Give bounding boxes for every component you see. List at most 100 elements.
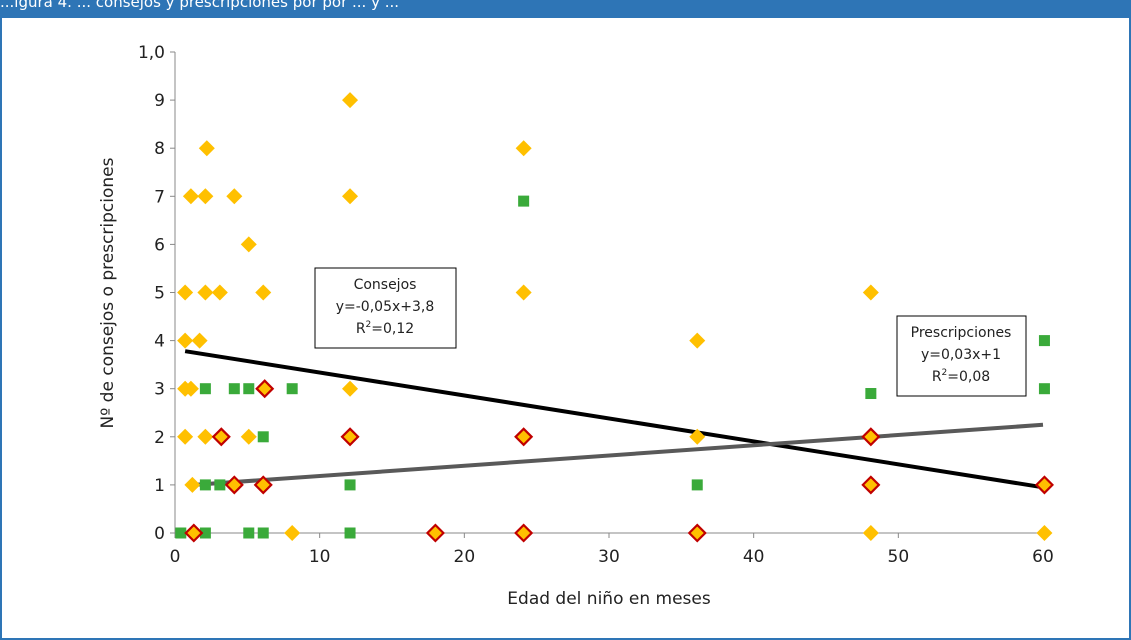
consejos-point: [515, 140, 532, 157]
combined-point: [255, 379, 275, 399]
prescripciones-annotation-box: Prescripciones y=0,03x+1 R2=0,08: [896, 315, 1027, 397]
consejos-point: [197, 428, 214, 445]
consejos-point: [240, 428, 257, 445]
prescripciones-point: [1038, 383, 1050, 395]
prescripciones-r2-sup: 2: [942, 368, 948, 378]
combined-point: [184, 523, 204, 543]
combined-point: [861, 475, 881, 495]
consejos-annotation-equation: y=-0,05x+3,8: [336, 299, 435, 315]
prescripciones-point: [199, 479, 211, 491]
prescripciones-point: [214, 479, 226, 491]
consejos-point: [255, 284, 272, 301]
prescripciones-point: [243, 383, 255, 395]
prescripciones-point: [257, 431, 269, 443]
consejos-point: [182, 188, 199, 205]
consejos-point: [515, 284, 532, 301]
prescripciones-point: [691, 479, 703, 491]
consejos-point: [197, 284, 214, 301]
consejos-point: [177, 332, 194, 349]
combined-point: [687, 523, 707, 543]
x-tick-label: 60: [1032, 547, 1054, 567]
prescripciones-point: [1038, 335, 1050, 347]
y-tick-label: 7: [154, 187, 165, 207]
prescripciones-point: [286, 383, 298, 395]
prescripciones-trendline: [193, 422, 1044, 487]
prescripciones-point: [344, 527, 356, 539]
consejos-annotation-title: Consejos: [354, 277, 417, 293]
prescripciones-annotation-r2: R2=0,08: [932, 368, 990, 385]
axes-layer: [174, 52, 1043, 534]
prescripciones-point: [199, 527, 211, 539]
consejos-point: [182, 380, 199, 397]
consejos-point: [177, 284, 194, 301]
figure-header-bar: ...igura 4. ... consejos y prescripcione…: [0, 0, 1131, 18]
consejos-point: [689, 332, 706, 349]
y-tick-label: 2: [154, 428, 165, 448]
prescripciones-point: [518, 195, 530, 207]
points-layer: [175, 92, 1055, 543]
consejos-point: [862, 525, 879, 541]
prescripciones-point: [257, 527, 269, 539]
prescripciones-annotation-equation: y=0,03x+1: [921, 347, 1001, 363]
prescripciones-point: [243, 527, 255, 539]
prescripciones-point: [865, 388, 877, 400]
y-tick-label: 6: [154, 235, 165, 255]
prescripciones-point: [344, 479, 356, 491]
consejos-point: [862, 284, 879, 301]
x-tick-label: 10: [309, 547, 331, 567]
consejos-point: [1036, 525, 1053, 541]
consejos-r2-value: =0,12: [371, 321, 414, 337]
prescripciones-point: [199, 383, 211, 395]
combined-point: [514, 427, 534, 447]
consejos-point: [198, 140, 215, 157]
consejos-point: [342, 380, 359, 397]
figure-title: ...igura 4. ... consejos y prescripcione…: [0, 0, 400, 11]
consejos-point: [197, 188, 214, 205]
consejos-point: [342, 92, 359, 109]
consejos-point: [191, 332, 208, 349]
prescripciones-annotation-title: Prescripciones: [911, 325, 1012, 341]
combined-point: [224, 475, 244, 495]
x-tick-label: 40: [743, 547, 765, 567]
y-tick-label: 1: [154, 476, 165, 496]
consejos-point: [177, 428, 194, 445]
combined-point: [514, 523, 534, 543]
consejos-point: [184, 476, 201, 493]
y-tick-label: 3: [154, 380, 165, 400]
prescripciones-r2-value: =0,08: [947, 369, 990, 385]
combined-point: [1034, 475, 1055, 495]
consejos-trendline: [184, 349, 1044, 490]
consejos-point: [284, 525, 301, 541]
prescripciones-point: [228, 383, 240, 395]
ticks-layer: 0 1 2 3 4 5 6 7 8 9 1,0 0 10 20 30 40 50 60: [138, 43, 1054, 567]
trendlines-layer: [184, 349, 1044, 490]
consejos-point: [226, 188, 243, 205]
consejos-r2-sup: 2: [366, 320, 372, 330]
consejos-point: [240, 236, 257, 253]
y-tick-label: 4: [154, 332, 165, 352]
prescripciones-point: [175, 527, 187, 539]
consejos-annotation-box: Consejos y=-0,05x+3,8 R2=0,12: [314, 267, 457, 349]
consejos-annotation-frame: [314, 267, 457, 349]
prescripciones-annotation-frame: [896, 315, 1027, 397]
x-axis-title: Edad del niño en meses: [507, 589, 711, 609]
combined-point: [861, 427, 881, 447]
consejos-r2-prefix: R: [356, 321, 366, 337]
y-tick-label: 9: [154, 91, 165, 111]
y-tick-label: 8: [154, 139, 165, 159]
x-tick-label: 50: [888, 547, 910, 567]
x-tick-label: 20: [454, 547, 476, 567]
consejos-point: [211, 284, 228, 301]
combined-point: [253, 475, 273, 495]
x-tick-label: 30: [598, 547, 620, 567]
y-axis-title: Nº de consejos o prescripciones: [98, 157, 118, 428]
consejos-point: [689, 428, 706, 445]
prescripciones-r2-prefix: R: [932, 369, 942, 385]
combined-point: [425, 523, 445, 543]
y-tick-label: 1,0: [138, 43, 165, 63]
y-tick-label: 0: [154, 524, 165, 544]
consejos-point: [342, 188, 359, 205]
combined-point: [340, 427, 360, 447]
combined-point: [211, 427, 231, 447]
